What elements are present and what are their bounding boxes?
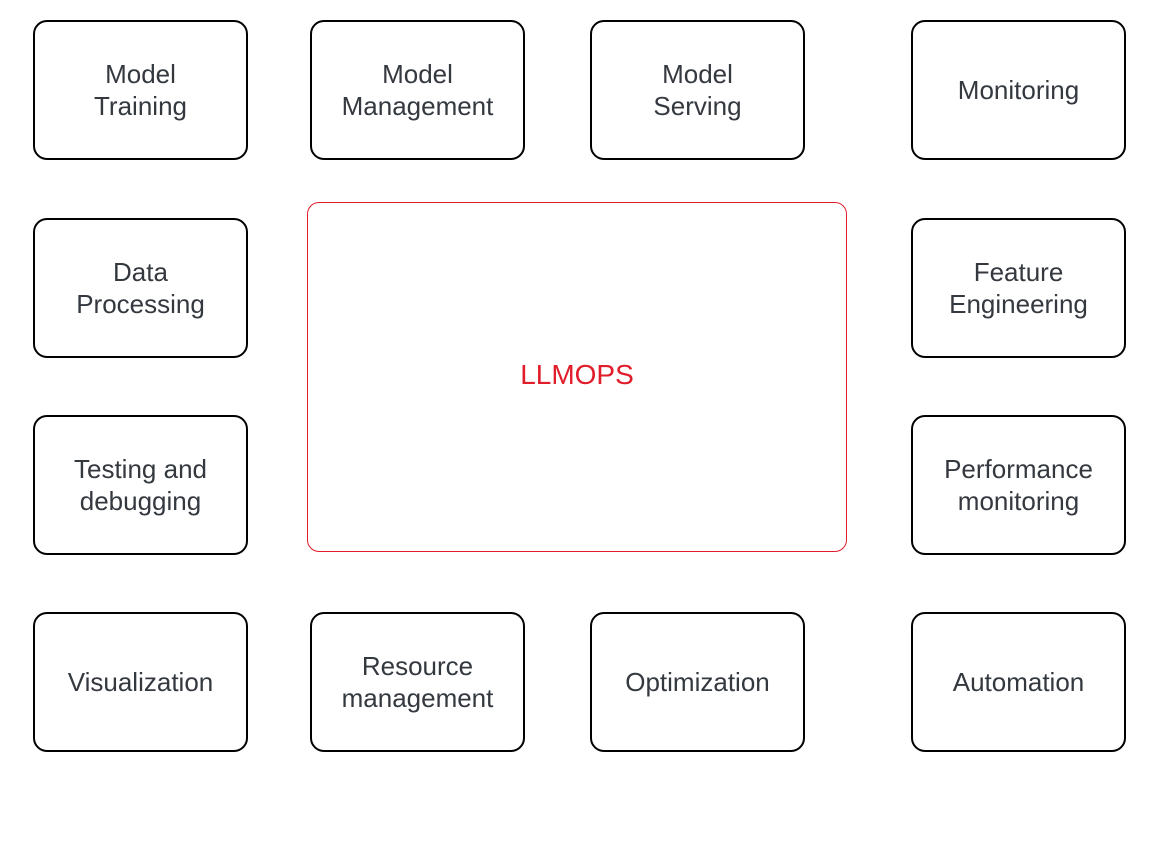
box-label: Model Serving — [653, 58, 741, 123]
box-model-training: Model Training — [33, 20, 248, 160]
box-label: Optimization — [625, 666, 770, 699]
box-feature-engineering: Feature Engineering — [911, 218, 1126, 358]
box-label: Resource management — [342, 650, 494, 715]
diagram-canvas: Model Training Model Management Model Se… — [0, 0, 1158, 854]
box-label: Feature Engineering — [949, 256, 1088, 321]
box-model-serving: Model Serving — [590, 20, 805, 160]
box-testing-and-debugging: Testing and debugging — [33, 415, 248, 555]
box-label: Visualization — [68, 666, 214, 699]
box-label: Model Management — [342, 58, 494, 123]
box-llmops-center: LLMOPS — [307, 202, 847, 552]
box-optimization: Optimization — [590, 612, 805, 752]
box-label: Monitoring — [958, 74, 1079, 107]
box-automation: Automation — [911, 612, 1126, 752]
box-model-management: Model Management — [310, 20, 525, 160]
box-label: Automation — [953, 666, 1085, 699]
center-label: LLMOPS — [308, 357, 846, 392]
box-visualization: Visualization — [33, 612, 248, 752]
box-label: Data Processing — [76, 256, 205, 321]
box-label: Performance monitoring — [944, 453, 1093, 518]
box-label: Testing and debugging — [74, 453, 207, 518]
box-resource-management: Resource management — [310, 612, 525, 752]
box-data-processing: Data Processing — [33, 218, 248, 358]
box-label: Model Training — [94, 58, 187, 123]
box-monitoring: Monitoring — [911, 20, 1126, 160]
box-performance-monitoring: Performance monitoring — [911, 415, 1126, 555]
